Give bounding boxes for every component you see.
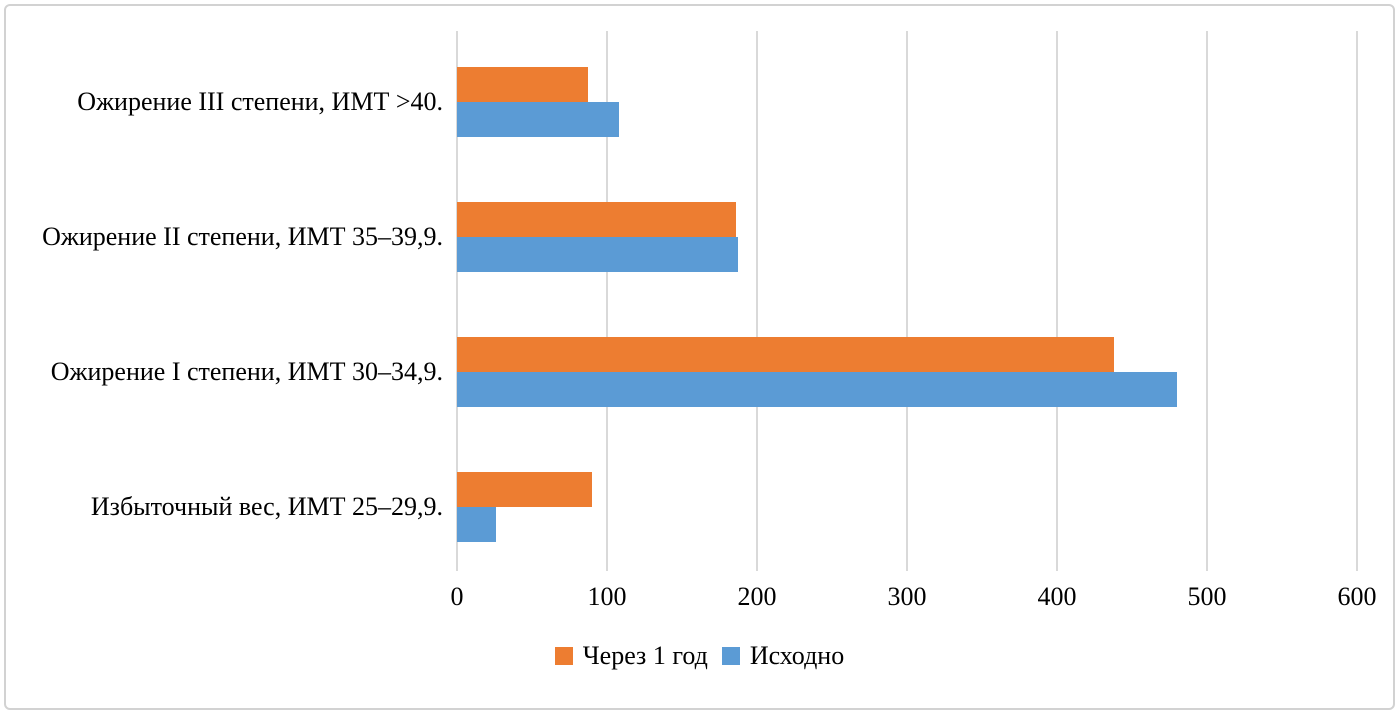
legend: Через 1 год Исходно — [0, 641, 1399, 671]
x-tick-label-500: 500 — [1187, 582, 1227, 611]
legend-swatch-baseline — [721, 647, 740, 665]
gridline-200 — [756, 31, 758, 571]
gridline-500 — [1206, 31, 1208, 571]
bar-after-1-year-3 — [457, 472, 592, 507]
legend-swatch-after-1-year — [554, 647, 573, 665]
x-tick-label-0: 0 — [450, 582, 464, 611]
legend-label-baseline: Исходно — [749, 641, 845, 670]
bar-baseline-0 — [457, 102, 619, 137]
x-tick-label-200: 200 — [737, 582, 777, 611]
category-label-0: Ожирение III степени, ИМТ >40. — [77, 87, 443, 116]
legend-label-after-1-year: Через 1 год — [582, 641, 708, 670]
gridline-300 — [906, 31, 908, 571]
bar-after-1-year-2 — [457, 337, 1114, 372]
bar-baseline-1 — [457, 237, 738, 272]
gridline-100 — [606, 31, 608, 571]
plot-area — [456, 31, 1358, 571]
bar-baseline-3 — [457, 507, 496, 542]
category-label-2: Ожирение I степени, ИМТ 30–34,9. — [50, 357, 443, 386]
bar-after-1-year-1 — [457, 202, 736, 237]
gridline-400 — [1056, 31, 1058, 571]
bar-baseline-2 — [457, 372, 1177, 407]
legend-item-baseline: Исходно — [721, 641, 845, 671]
gridline-600 — [1356, 31, 1358, 571]
category-label-3: Избыточный вес, ИМТ 25–29,9. — [90, 492, 443, 521]
gridline-0 — [456, 31, 458, 571]
x-tick-label-600: 600 — [1337, 582, 1377, 611]
bar-after-1-year-0 — [457, 67, 588, 102]
category-label-1: Ожирение II степени, ИМТ 35–39,9. — [42, 222, 443, 251]
x-tick-label-100: 100 — [587, 582, 627, 611]
x-tick-label-400: 400 — [1037, 582, 1077, 611]
legend-item-after-1-year: Через 1 год — [554, 641, 708, 671]
x-tick-label-300: 300 — [887, 582, 927, 611]
